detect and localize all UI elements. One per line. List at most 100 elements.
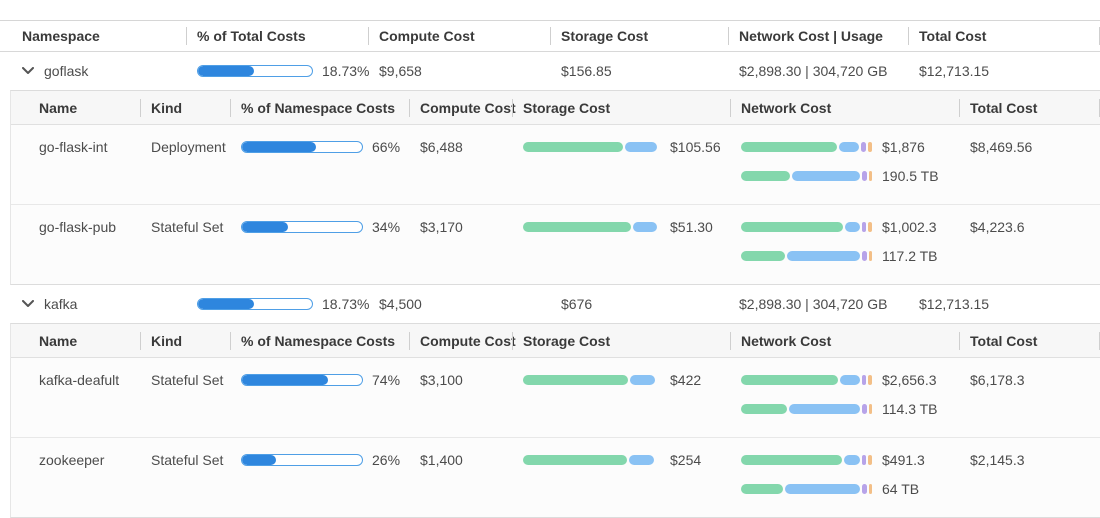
network-cost-cell: $2,656.3 114.3 TB <box>730 368 959 421</box>
col-compute-cost: Compute Cost <box>368 27 550 45</box>
namespace-row-goflask[interactable]: goflask 18.73% $9,658 $156.85 $2,898.30 … <box>0 52 1100 90</box>
network-cost-cell: $1,002.3 117.2 TB <box>730 215 959 268</box>
network-usage-bar <box>741 171 872 181</box>
workload-table-header: Name Kind % of Namespace Costs Compute C… <box>11 91 1100 125</box>
col-pct-namespace-costs: % of Namespace Costs <box>230 98 409 117</box>
column-divider <box>409 331 410 350</box>
workload-kind-cell: Stateful Set <box>151 372 224 388</box>
column-divider <box>512 331 513 350</box>
pct-namespace-cell: 26% <box>230 448 409 472</box>
workload-table-header: Name Kind % of Namespace Costs Compute C… <box>11 324 1100 358</box>
workload-name-cell: kafka-deafult <box>39 372 120 388</box>
namespace-table-header: Namespace % of Total Costs Compute Cost … <box>0 21 1100 52</box>
namespace-row-kafka[interactable]: kafka 18.73% $4,500 $676 $2,898.30 | 304… <box>0 285 1100 323</box>
namespace-cell: goflask <box>0 63 186 79</box>
pct-namespace-cell: 34% <box>230 215 409 239</box>
network-usage-value: 114.3 TB <box>882 401 938 417</box>
namespace-cell: kafka <box>0 296 186 312</box>
total-cost-cell: $4,223.6 <box>970 219 1025 235</box>
column-divider <box>230 98 231 117</box>
network-usage-line: 114.3 TB <box>741 397 938 421</box>
total-cost-cell: $6,178.3 <box>970 372 1025 388</box>
workload-table-kafka: Name Kind % of Namespace Costs Compute C… <box>10 323 1100 518</box>
workload-row-kafka-deafult[interactable]: kafka-deafult Stateful Set 74% $3,100 $4… <box>11 358 1100 437</box>
column-divider <box>186 27 187 45</box>
column-divider <box>230 331 231 350</box>
storage-cost-cell: $676 <box>561 296 593 312</box>
workload-name-cell: zookeeper <box>39 452 105 468</box>
col-pct-total-costs: % of Total Costs <box>186 27 368 45</box>
col-total-cost: Total Cost <box>908 27 1100 45</box>
network-cost-bar <box>741 455 872 465</box>
pct-total-cell: 18.73% <box>186 63 370 79</box>
column-divider <box>409 98 410 117</box>
column-divider <box>368 27 369 45</box>
workload-row-go-flask-pub[interactable]: go-flask-pub Stateful Set 34% $3,170 $51… <box>11 204 1100 284</box>
column-divider <box>512 98 513 117</box>
storage-cost-cell: $422 <box>512 368 730 392</box>
chevron-down-icon[interactable] <box>22 300 34 308</box>
storage-cost-value: $254 <box>670 452 702 468</box>
pct-total-bar <box>197 298 313 310</box>
network-usage-value: 64 TB <box>882 481 920 497</box>
col-compute-cost: Compute Cost <box>409 331 516 350</box>
workload-row-zookeeper[interactable]: zookeeper Stateful Set 26% $1,400 $254 $… <box>11 437 1100 517</box>
compute-cost-cell: $3,100 <box>420 372 463 388</box>
pct-namespace-bar <box>241 221 363 233</box>
storage-cost-bar <box>523 222 660 232</box>
col-kind: Kind <box>140 98 230 117</box>
network-cost-usage-cell: $2,898.30 | 304,720 GB <box>739 296 888 312</box>
total-cost-cell: $2,145.3 <box>970 452 1025 468</box>
storage-cost-cell: $51.30 <box>512 215 730 239</box>
column-divider <box>959 331 960 350</box>
col-total-cost: Total Cost <box>959 331 1100 350</box>
pct-namespace-bar <box>241 374 363 386</box>
pct-namespace-label: 66% <box>372 139 401 155</box>
pct-total-label: 18.73% <box>322 63 370 79</box>
network-cost-value: $2,656.3 <box>882 372 937 388</box>
network-usage-bar <box>741 484 872 494</box>
network-usage-value: 117.2 TB <box>882 248 938 264</box>
column-divider <box>728 27 729 45</box>
pct-namespace-label: 34% <box>372 219 401 235</box>
storage-cost-cell: $105.56 <box>512 135 730 159</box>
col-network-cost-usage: Network Cost | Usage <box>728 27 908 45</box>
pct-total-label: 18.73% <box>322 296 370 312</box>
network-usage-bar <box>741 251 872 261</box>
pct-namespace-bar <box>241 454 363 466</box>
namespace-name: kafka <box>44 296 78 312</box>
network-cost-line: $1,002.3 <box>741 215 937 239</box>
network-cost-line: $491.3 <box>741 448 925 472</box>
network-usage-line: 64 TB <box>741 477 919 501</box>
chevron-down-icon[interactable] <box>22 67 34 75</box>
column-divider <box>550 27 551 45</box>
pct-namespace-bar <box>241 141 363 153</box>
storage-cost-bar <box>523 142 660 152</box>
workload-kind-cell: Stateful Set <box>151 452 224 468</box>
workload-name-cell: go-flask-int <box>39 139 108 155</box>
network-usage-line: 117.2 TB <box>741 244 938 268</box>
network-usage-bar <box>741 404 872 414</box>
pct-namespace-cell: 66% <box>230 135 409 159</box>
col-storage-cost: Storage Cost <box>512 331 730 350</box>
pct-namespace-label: 26% <box>372 452 401 468</box>
pct-total-bar <box>197 65 313 77</box>
network-cost-bar <box>741 142 873 152</box>
storage-cost-bar <box>523 375 660 385</box>
workload-kind-cell: Deployment <box>151 139 226 155</box>
col-storage-cost: Storage Cost <box>512 98 730 117</box>
compute-cost-cell: $9,658 <box>379 63 422 79</box>
col-name: Name <box>39 99 78 116</box>
network-usage-value: 190.5 TB <box>882 168 939 184</box>
workload-row-go-flask-int[interactable]: go-flask-int Deployment 66% $6,488 $105.… <box>11 125 1100 204</box>
storage-cost-cell: $254 <box>512 448 730 472</box>
storage-cost-value: $422 <box>670 372 702 388</box>
col-storage-cost: Storage Cost <box>550 27 728 45</box>
column-divider <box>959 98 960 117</box>
compute-cost-cell: $3,170 <box>420 219 463 235</box>
network-cost-value: $1,876 <box>882 139 925 155</box>
network-cost-line: $1,876 <box>741 135 925 159</box>
col-kind: Kind <box>140 331 230 350</box>
network-cost-value: $491.3 <box>882 452 925 468</box>
pct-namespace-cell: 74% <box>230 368 409 392</box>
